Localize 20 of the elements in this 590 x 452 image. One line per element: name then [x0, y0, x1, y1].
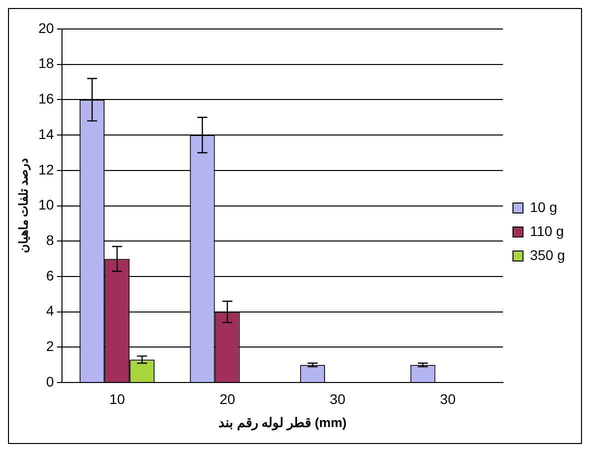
y-tick-label: 2: [46, 338, 54, 354]
y-tick-label: 6: [46, 267, 54, 284]
y-tick-label: 14: [38, 126, 54, 142]
y-tick-label: 18: [38, 55, 54, 72]
y-tick-label: 16: [38, 90, 54, 107]
y-tick-label: 4: [46, 302, 54, 319]
y-axis-title: درصد تلفات ماهیان: [16, 158, 32, 254]
y-tick-label: 0: [46, 373, 54, 390]
y-tick-label: 12: [38, 161, 54, 178]
legend-label: 350 g: [530, 246, 566, 263]
y-tick-label: 8: [46, 232, 54, 248]
x-tick-label: 10: [109, 390, 126, 407]
x-tick-label: 30: [440, 390, 456, 407]
legend-label: 110 g: [530, 222, 564, 239]
x-axis-title: قطر لوله رقم بند (mm): [218, 414, 347, 431]
y-tick-label: 10: [38, 196, 54, 213]
y-tick-label: 20: [38, 20, 54, 36]
x-tick-label: 20: [220, 390, 236, 407]
x-tick-label: 30: [330, 390, 346, 407]
legend-label: 10 g: [530, 198, 558, 215]
